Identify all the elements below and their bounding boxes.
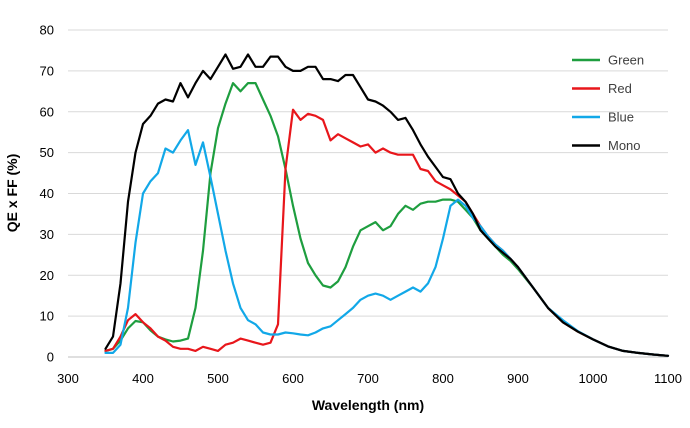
- legend-label-blue: Blue: [608, 110, 634, 125]
- x-axis-title: Wavelength (nm): [312, 397, 424, 413]
- x-tick-label: 500: [207, 371, 229, 386]
- y-tick-label: 30: [40, 227, 54, 242]
- y-tick-label: 20: [40, 268, 54, 283]
- y-tick-label: 50: [40, 145, 54, 160]
- y-tick-label: 40: [40, 186, 54, 201]
- legend-label-red: Red: [608, 81, 632, 96]
- x-tick-label: 900: [507, 371, 529, 386]
- x-tick-label: 600: [282, 371, 304, 386]
- x-tick-label: 800: [432, 371, 454, 386]
- y-tick-label: 10: [40, 309, 54, 324]
- legend-label-mono: Mono: [608, 138, 641, 153]
- legend: Green Red Blue Mono: [572, 53, 644, 153]
- x-axis-ticks: 300 400 500 600 700 800 900 1000 1100: [57, 371, 682, 386]
- x-tick-label: 700: [357, 371, 379, 386]
- y-tick-label: 60: [40, 104, 54, 119]
- x-tick-label: 400: [132, 371, 154, 386]
- x-tick-label: 1100: [654, 371, 682, 386]
- x-tick-label: 300: [57, 371, 79, 386]
- series-line-mono: [104, 53, 670, 357]
- legend-label-green: Green: [608, 53, 644, 68]
- series-line-green: [104, 81, 670, 357]
- grid-lines: [68, 29, 668, 358]
- y-tick-label: 80: [40, 23, 54, 38]
- series-line-blue: [104, 129, 670, 357]
- x-tick-label: 1000: [579, 371, 608, 386]
- y-tick-label: 70: [40, 63, 54, 78]
- y-axis-ticks: 0 10 20 30 40 50 60 70 80: [40, 23, 54, 365]
- y-axis-title: QE x FF (%): [4, 154, 20, 233]
- y-tick-label: 0: [47, 350, 54, 365]
- plot-area: [104, 53, 670, 357]
